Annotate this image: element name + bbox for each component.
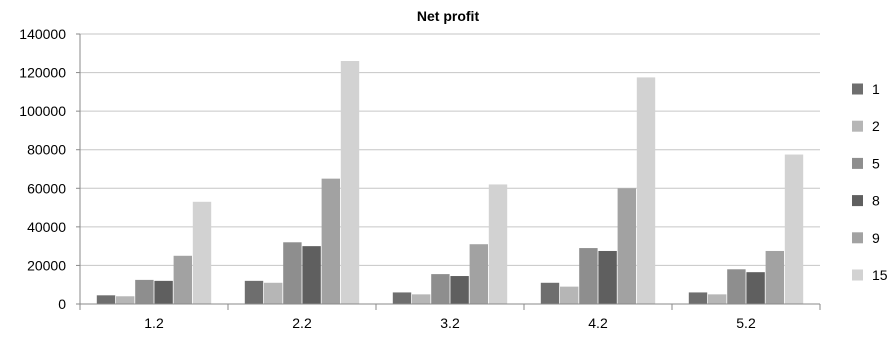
axes: 0 20000 40000 60000 80000 100000 120000 140000 1…	[19, 26, 821, 331]
bar-series-5-2.2	[283, 242, 302, 304]
bar-series-15-2.2	[340, 61, 360, 304]
bar-series-8-4.2	[598, 250, 617, 304]
bar-series-8-2.2	[302, 246, 321, 304]
bar-series-9-3.2	[469, 244, 488, 304]
legend-label-15: 15	[872, 267, 888, 283]
y-tick-label: 20000	[27, 257, 66, 273]
bar-series-1-5.2	[688, 292, 708, 304]
bar-series-2-1.2	[116, 296, 135, 304]
bar-series-8-3.2	[450, 276, 469, 304]
legend-label-9: 9	[872, 230, 880, 246]
legend-swatch-5	[852, 157, 863, 169]
legend: 1 2 5 8 9 15	[852, 81, 888, 283]
legend-swatch-8	[852, 195, 863, 207]
bar-series-9-4.2	[617, 188, 636, 304]
bar-series-9-5.2	[765, 250, 784, 304]
bar-series-5-5.2	[727, 269, 746, 304]
bar-series-1-2.2	[244, 280, 264, 304]
legend-label-1: 1	[872, 81, 880, 97]
x-tick-label: 3.2	[440, 315, 460, 331]
y-tick-label: 60000	[27, 180, 66, 196]
legend-swatch-1	[852, 83, 863, 95]
bar-series-8-5.2	[746, 272, 765, 304]
bar-series-5-1.2	[135, 279, 154, 304]
bar-series-5-4.2	[579, 248, 598, 304]
bar-series-1-4.2	[540, 282, 560, 304]
legend-label-5: 5	[872, 155, 880, 171]
bar-series-2-3.2	[412, 294, 431, 304]
bar-series-5-3.2	[431, 274, 450, 304]
y-tick-label: 40000	[27, 219, 66, 235]
bar-series-2-2.2	[264, 282, 283, 304]
legend-swatch-15	[852, 269, 863, 281]
bar-series-8-1.2	[154, 280, 173, 304]
bar-series-1-1.2	[96, 295, 116, 304]
bar-series-1-3.2	[392, 292, 412, 304]
y-tick-label: 120000	[19, 65, 66, 81]
bar-series-2-4.2	[560, 286, 579, 304]
y-tick-label: 0	[58, 296, 66, 312]
x-tick-label: 2.2	[292, 315, 312, 331]
bar-series-9-1.2	[173, 255, 192, 304]
grid	[80, 33, 820, 266]
bar-series-9-2.2	[321, 178, 340, 304]
chart-title: Net profit	[417, 8, 480, 24]
y-tick-label: 100000	[19, 103, 66, 119]
bars	[96, 61, 804, 305]
bar-series-15-5.2	[784, 154, 804, 304]
bar-series-15-4.2	[636, 77, 656, 305]
legend-label-2: 2	[872, 118, 880, 134]
x-tick-label: 1.2	[144, 315, 164, 331]
legend-swatch-2	[852, 120, 863, 132]
legend-swatch-9	[852, 232, 863, 244]
x-tick-label: 4.2	[588, 315, 608, 331]
x-tick-label: 5.2	[736, 315, 756, 331]
y-tick-label: 140000	[19, 26, 66, 42]
bar-series-15-1.2	[192, 201, 212, 304]
y-tick-label: 80000	[27, 142, 66, 158]
bar-series-2-5.2	[708, 294, 727, 304]
legend-label-8: 8	[872, 193, 880, 209]
bar-series-15-3.2	[488, 184, 508, 304]
